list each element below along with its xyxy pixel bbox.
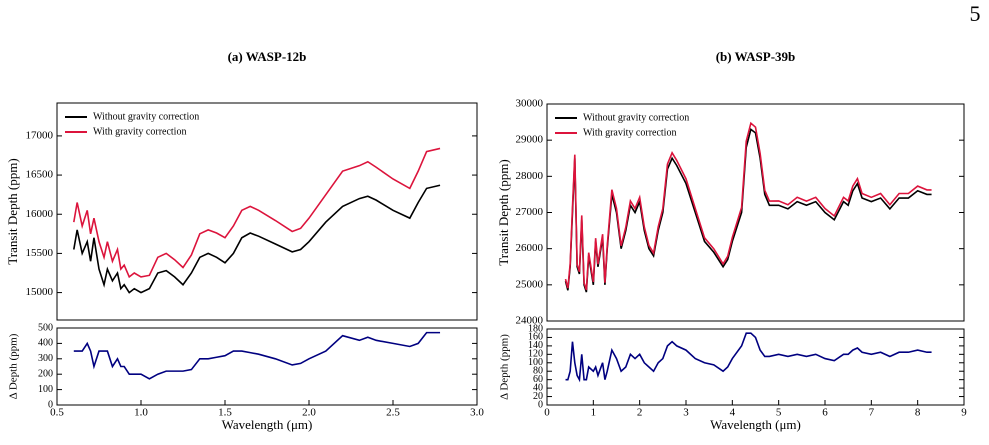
y-tick-label: 20 [533, 391, 543, 402]
y-tick-label: 26000 [516, 242, 544, 254]
y-tick-label: 80 [533, 366, 543, 377]
y-tick-label: 27000 [516, 206, 544, 218]
x-tick-label: 0 [544, 407, 550, 419]
y-tick-label: 29000 [516, 134, 544, 146]
y-axis-label: Δ Depth (ppm) [499, 334, 511, 400]
legend-label: With gravity correction [93, 126, 186, 137]
series-line [565, 332, 932, 383]
x-tick-label: 0.5 [50, 407, 64, 419]
y-tick-label: 30000 [516, 98, 544, 110]
series-line [73, 184, 441, 294]
legend-label: With gravity correction [583, 127, 676, 138]
y-tick-label: 500 [38, 322, 53, 333]
y-tick-label: 28000 [516, 170, 544, 182]
y-tick-label: 40 [533, 382, 543, 393]
y-tick-label: 24000 [516, 315, 544, 327]
series-line [564, 127, 932, 293]
y-tick-label: 15000 [26, 286, 54, 298]
x-tick-label: 9 [961, 407, 967, 419]
y-tick-label: 16000 [26, 208, 54, 220]
panel-title: (a) WASP-12b [228, 49, 307, 64]
plot-frame [56, 327, 478, 406]
series-line [564, 121, 932, 291]
x-axis-label: Wavelength (μm) [222, 417, 313, 432]
x-tick-label: 8 [915, 407, 921, 419]
panel-title: (b) WASP-39b [716, 49, 796, 64]
x-tick-label: 2.0 [302, 407, 316, 419]
x-tick-label: 5 [776, 407, 782, 419]
x-axis-label: Wavelength (μm) [710, 417, 801, 432]
y-axis-label: Δ Depth (ppm) [8, 333, 20, 399]
y-tick-label: 140 [528, 340, 543, 351]
plot-frame [546, 328, 965, 406]
y-tick-label: 180 [528, 323, 543, 334]
x-tick-label: 3 [683, 407, 689, 419]
plot-frame [56, 102, 478, 321]
y-tick-label: 16500 [26, 169, 54, 181]
x-tick-label: 1 [591, 407, 597, 419]
x-tick-label: 4 [730, 407, 736, 419]
y-tick-label: 100 [528, 357, 543, 368]
x-tick-label: 6 [822, 407, 828, 419]
y-tick-label: 60 [533, 374, 543, 385]
y-tick-label: 15500 [26, 247, 54, 259]
x-tick-label: 7 [869, 407, 875, 419]
x-tick-label: 2.5 [386, 407, 400, 419]
y-axis-label: Transit Depth (ppm) [5, 158, 20, 264]
y-tick-label: 0 [538, 399, 543, 410]
y-tick-label: 0 [48, 399, 53, 410]
y-tick-label: 17000 [26, 129, 54, 141]
page-number: 5 [970, 1, 981, 26]
y-tick-label: 25000 [516, 278, 544, 290]
x-tick-label: 1.0 [134, 407, 148, 419]
legend-label: Without gravity correction [93, 111, 199, 122]
series-line [73, 147, 441, 279]
y-tick-label: 120 [528, 349, 543, 360]
x-tick-label: 2 [637, 407, 643, 419]
y-axis-label: Transit Depth (ppm) [496, 159, 511, 265]
y-tick-label: 160 [528, 332, 543, 343]
y-tick-label: 200 [38, 368, 53, 379]
series-line [73, 331, 441, 380]
x-tick-label: 3.0 [470, 407, 484, 419]
x-tick-label: 1.5 [218, 407, 232, 419]
legend-label: Without gravity correction [583, 112, 689, 123]
y-tick-label: 100 [38, 384, 53, 395]
y-tick-label: 400 [38, 338, 53, 349]
y-tick-label: 300 [38, 353, 53, 364]
